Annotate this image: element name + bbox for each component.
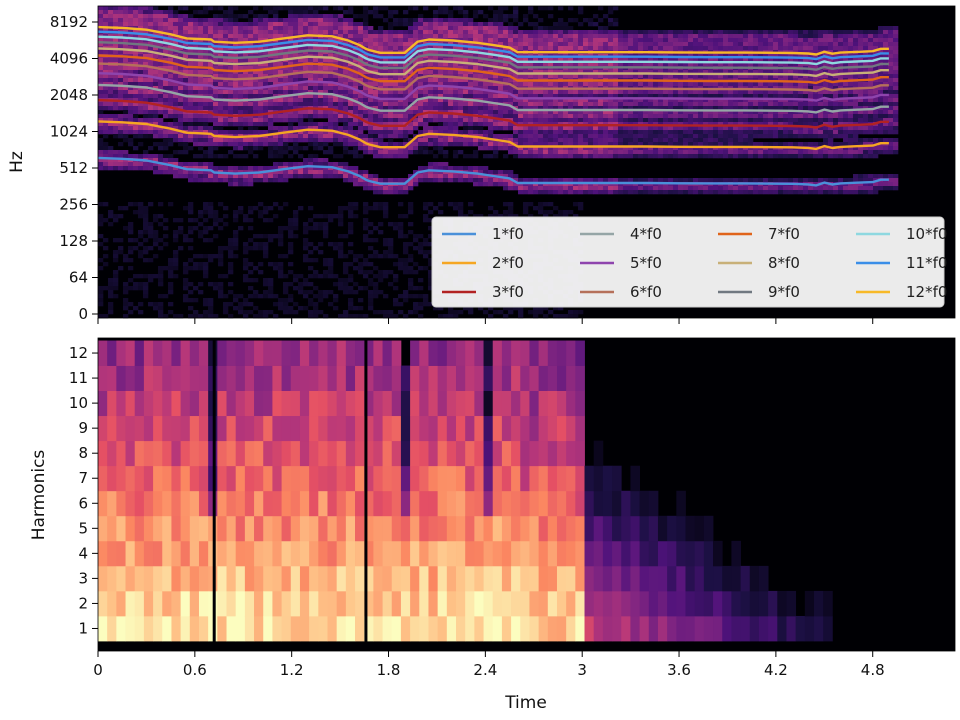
harmonic-line-4 — [97, 83, 889, 114]
top-ytick-label: 4096 — [50, 50, 88, 68]
top-ytick-label: 512 — [59, 159, 88, 177]
legend-label: 8*f0 — [768, 254, 800, 272]
bottom-ytick-label: 6 — [78, 494, 88, 512]
harmonic-line-1 — [97, 156, 889, 187]
xtick-label: 3 — [577, 661, 587, 679]
bottom-frame — [97, 337, 956, 652]
xtick-label: 1.2 — [280, 661, 304, 679]
harmonic-line-9 — [97, 41, 889, 71]
xtick-label: 0.6 — [183, 661, 207, 679]
harmonic-heatmap-cells — [98, 340, 833, 642]
top-ytick-label: 2048 — [50, 86, 88, 104]
bottom-ytick-label: 3 — [78, 569, 88, 587]
xtick-label: 3.6 — [667, 661, 691, 679]
bottom-ytick-label: 9 — [78, 419, 88, 437]
top-ytick-label: 0 — [78, 305, 88, 323]
harmonic-line-11 — [97, 30, 889, 61]
legend-label: 6*f0 — [630, 283, 662, 301]
harmonic-line-10 — [97, 35, 889, 66]
top-ytick-label: 64 — [69, 269, 88, 287]
xtick-label: 1.8 — [377, 661, 401, 679]
legend-label: 12*f0 — [906, 283, 947, 301]
legend: 1*f0 2*f0 3*f0 4*f0 5*f0 6*f0 7*f0 8*f0 9*f0 10*f… — [431, 216, 947, 308]
top-ytick-label: 128 — [59, 232, 88, 250]
top-ytick-label: 1024 — [50, 123, 88, 141]
silence-gap — [212, 338, 216, 651]
harmonic-line-12 — [97, 25, 889, 56]
top-frame — [97, 5, 956, 319]
legend-label: 1*f0 — [492, 225, 524, 243]
harmonic-lines — [97, 25, 889, 187]
silence-gap — [364, 338, 368, 651]
top-axes: 0 64 128 256 512 1024 2048 4096 8192 — [50, 5, 956, 324]
bottom-ytick-label: 4 — [78, 544, 88, 562]
xtick-label: 4.2 — [764, 661, 788, 679]
bottom-ytick-label: 8 — [78, 444, 88, 462]
legend-label: 5*f0 — [630, 254, 662, 272]
bottom-ytick-label: 5 — [78, 519, 88, 537]
harmonic-line-3 — [97, 98, 889, 129]
bottom-ytick-label: 11 — [69, 369, 88, 387]
legend-label: 3*f0 — [492, 283, 524, 301]
bottom-ylabel: Harmonics — [29, 450, 49, 541]
legend-label: 9*f0 — [768, 283, 800, 301]
legend-label: 2*f0 — [492, 254, 524, 272]
xlabel: Time — [504, 693, 547, 713]
bottom-ytick-label: 2 — [78, 594, 88, 612]
top-ytick-label: 256 — [59, 196, 88, 214]
harmonic-line-6 — [97, 62, 889, 93]
top-ytick-label: 8192 — [50, 13, 88, 31]
top-spectrogram-panel — [97, 6, 955, 319]
legend-box — [431, 216, 945, 308]
xtick-label: 0 — [93, 661, 103, 679]
legend-label: 7*f0 — [768, 225, 800, 243]
legend-label: 10*f0 — [906, 225, 947, 243]
xtick-label: 4.8 — [861, 661, 885, 679]
harmonic-line-2 — [97, 120, 889, 151]
bottom-ytick-label: 7 — [78, 469, 88, 487]
harmonic-line-5 — [97, 72, 889, 102]
bottom-ytick-label: 12 — [69, 344, 88, 362]
harmonic-line-7 — [97, 54, 889, 85]
top-ylabel: Hz — [7, 151, 27, 173]
bottom-harmonics-panel — [98, 338, 955, 651]
bottom-ytick-label: 10 — [69, 394, 88, 412]
legend-label: 11*f0 — [906, 254, 947, 272]
harmonic-line-8 — [97, 47, 889, 78]
legend-label: 4*f0 — [630, 225, 662, 243]
xtick-label: 2.4 — [473, 661, 497, 679]
bottom-ytick-label: 1 — [78, 619, 88, 637]
